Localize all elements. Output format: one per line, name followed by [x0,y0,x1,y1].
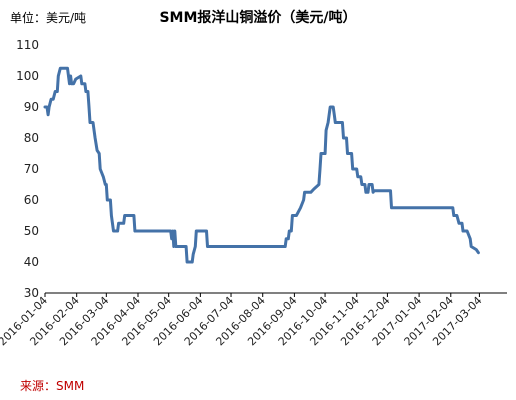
y-tick-label: 40 [24,255,39,269]
series-line [43,66,480,264]
y-tick-label: 60 [24,193,39,207]
y-tick-label: 30 [24,286,39,300]
y-tick-label: 70 [24,162,39,176]
y-tick-label: 110 [16,38,39,52]
unit-label: 单位：美元/吨 [10,11,87,25]
y-tick-label: 100 [16,69,39,83]
source-label: 来源：SMM [20,379,85,393]
y-tick-label: 50 [24,224,39,238]
y-tick-label: 90 [24,100,39,114]
y-axis-ticks: 30 40 50 60 70 80 90 100 110 [16,38,39,300]
y-tick-label: 80 [24,131,39,145]
chart-title: SMM报洋山铜溢价（美元/吨） [159,10,357,26]
x-axis-ticks: 2016-01-042016-02-042016-03-042016-04-04… [0,293,485,348]
